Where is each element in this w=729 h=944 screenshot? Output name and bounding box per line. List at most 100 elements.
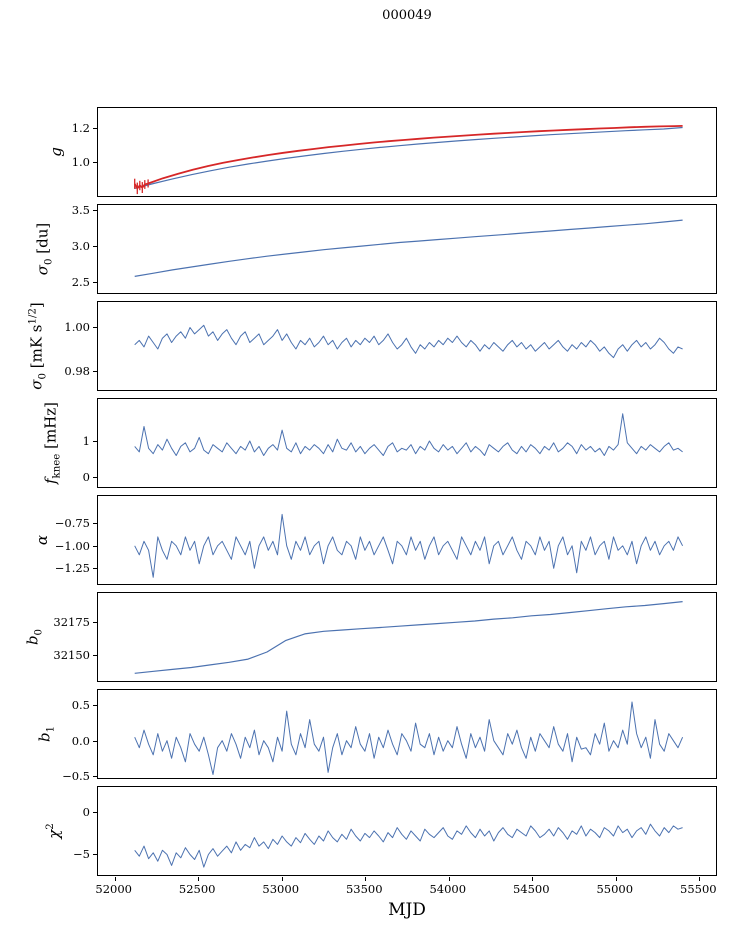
plot-canvas	[134, 601, 683, 674]
x-tick-mark	[114, 877, 116, 881]
y-axis-label-part: 0	[43, 258, 55, 265]
y-tick-mark	[93, 282, 97, 284]
y-tick-label: 0.5	[71, 698, 90, 713]
y-axis-label: σ0 [du]	[34, 223, 55, 275]
subplot-b1: b1 −0.5 0.0 0.5	[36, 689, 717, 783]
y-axis-label-part: [du]	[33, 222, 52, 259]
plot-canvas	[134, 219, 683, 277]
y-axis-label-part: σ	[27, 379, 46, 390]
x-axis-label: MJD	[388, 900, 426, 920]
subplot-g: g 1.0 1.2	[47, 107, 717, 197]
series-g-model	[134, 126, 683, 189]
x-tick-label: 53000	[262, 882, 300, 896]
x-tick-mark	[532, 877, 534, 881]
x-tick-label: 53500	[345, 882, 383, 896]
y-axis-label-part: σ	[33, 264, 52, 276]
x-tick-labels: 52000 52500 53000 53500 54000 54500 55000 55500	[95, 882, 717, 898]
subplot-sigma0-du: σ0 [du] 2.5 3.0 3.5	[34, 203, 717, 294]
figure-title: 000049	[382, 8, 432, 23]
y-tick-label: 1.00	[64, 320, 90, 335]
subplot-b0: b0 32150 32175	[24, 592, 717, 682]
y-tick-label: 32175	[53, 615, 90, 630]
y-tick-label: −0.5	[62, 768, 90, 783]
y-axis-label-part: ]	[27, 302, 46, 309]
x-tick-mark	[615, 877, 617, 881]
y-axis-label-part: 0	[33, 628, 45, 636]
plot-canvas	[134, 701, 684, 775]
y-axis-label-part: [mK s	[27, 324, 46, 374]
y-axis-label-part: f	[41, 478, 60, 485]
subplot-fknee: fknee [mHz] 0 1	[42, 398, 717, 488]
x-tick-mark	[281, 877, 283, 881]
y-tick-label: −1.00	[54, 538, 90, 553]
y-tick-label: 0.0	[71, 733, 90, 748]
y-tick-mark	[93, 128, 97, 130]
subplot-alpha: α −1.25 −1.00 −0.75	[33, 495, 717, 585]
y-axis-label-part: χ	[45, 829, 63, 839]
y-axis-label-part: 0	[37, 373, 49, 380]
series-fknee	[134, 413, 683, 456]
x-tick-label: 55500	[680, 882, 717, 896]
y-tick-label: 1.2	[71, 121, 90, 136]
y-tick-label: −5	[73, 847, 90, 862]
y-axis-label-part: g	[47, 147, 65, 157]
y-tick-mark	[93, 523, 97, 525]
series-b0	[134, 601, 683, 674]
plot-canvas	[134, 823, 683, 868]
y-axis-label: σ0 [mK s1/2]	[28, 302, 49, 390]
plot-canvas	[133, 125, 683, 195]
y-tick-label: 1	[82, 434, 90, 448]
y-axis-label: g	[47, 147, 65, 157]
y-axis-label: fknee [mHz]	[42, 402, 63, 484]
plot-canvas	[134, 413, 683, 456]
y-tick-mark	[93, 740, 97, 742]
series-chi2	[134, 823, 683, 868]
y-axis-label: α	[33, 535, 51, 545]
series-sigma0-mk	[134, 324, 683, 359]
x-tick-label: 55000	[596, 882, 634, 896]
y-tick-mark	[93, 545, 97, 547]
y-tick-mark	[93, 854, 97, 856]
y-tick-mark	[93, 622, 97, 624]
y-tick-label: 32150	[53, 647, 90, 662]
y-tick-label: 0	[82, 805, 90, 820]
x-tick-label: 52000	[95, 882, 132, 896]
y-axis-label-part: knee	[51, 453, 63, 479]
subplot-sigma0-mk: σ0 [mK s1/2] 0.98 1.00	[28, 301, 717, 391]
y-axis-label-part: 2	[45, 823, 56, 830]
x-tick-mark	[365, 877, 367, 881]
y-tick-mark	[93, 162, 97, 164]
x-tick-label: 52500	[178, 882, 216, 896]
y-tick-mark	[93, 246, 97, 248]
x-tick-mark	[198, 877, 200, 881]
y-axis-label-part: b	[23, 635, 42, 646]
y-tick-mark	[93, 654, 97, 656]
y-tick-label: 3.5	[71, 203, 90, 218]
y-axis-label: b0	[24, 629, 45, 645]
y-tick-mark	[93, 327, 97, 329]
x-tick-mark	[699, 877, 701, 881]
y-tick-label: −0.75	[54, 516, 90, 531]
y-tick-label: 2.5	[71, 275, 90, 290]
y-tick-mark	[93, 477, 97, 479]
x-tick-mark	[448, 877, 450, 881]
y-axis-label-part: b	[35, 732, 54, 743]
series-alpha	[134, 513, 684, 578]
y-axis-label: b1	[36, 726, 57, 742]
y-tick-label: −1.25	[54, 561, 90, 576]
y-tick-label: 1.0	[71, 155, 90, 170]
y-tick-mark	[93, 441, 97, 442]
y-tick-mark	[93, 812, 97, 814]
plot-canvas	[134, 513, 684, 578]
y-tick-label: 0.98	[64, 363, 90, 378]
y-tick-label: 0	[82, 470, 90, 485]
series-g-measured	[133, 125, 683, 190]
subplot-chi2: χ2 −5 0	[45, 786, 717, 881]
plots-area: g 1.0 1.2 σ0 [du] 2.5 3.0 3.5 σ0 [mK s1/2] …	[24, 107, 717, 883]
series-sigma0-du	[134, 219, 683, 277]
x-tick-label: 54000	[429, 882, 467, 896]
plot-canvas	[134, 324, 683, 359]
y-tick-label: 3.0	[71, 239, 90, 254]
y-tick-mark	[93, 568, 97, 570]
